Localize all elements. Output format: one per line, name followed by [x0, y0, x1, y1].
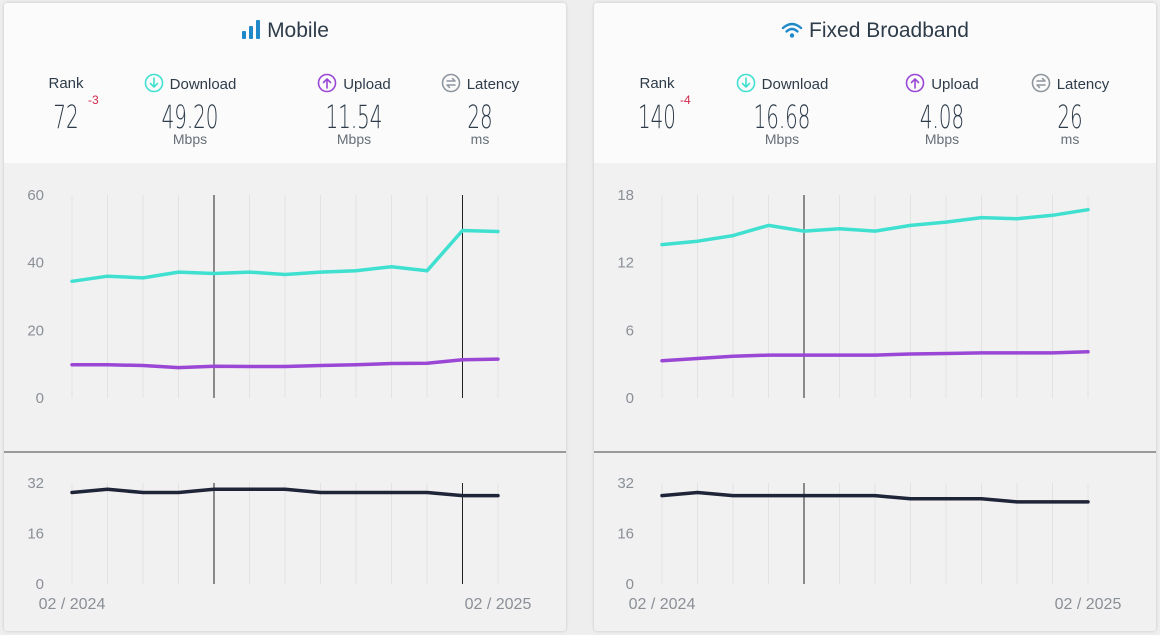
upload-value: 4.08	[919, 98, 965, 136]
latency-y-tick-label: 32	[27, 475, 44, 492]
wifi-icon	[781, 21, 803, 45]
rank-delta: -4	[680, 93, 691, 107]
mobile-title-text: Mobile	[267, 19, 329, 42]
speed-y-tick-label: 12	[617, 255, 634, 272]
x-tick-label: 02 / 2025	[465, 596, 532, 613]
x-tick-label: 02 / 2024	[39, 596, 106, 613]
latency-y-tick-label: 32	[617, 475, 634, 492]
speed-y-tick-label: 60	[27, 187, 44, 204]
latency-y-tick-label: 16	[617, 526, 634, 543]
speed-y-tick-label: 40	[27, 255, 44, 272]
latency-y-tick-label: 0	[626, 576, 634, 593]
speed-y-tick-label: 20	[27, 322, 44, 339]
upload-metric[interactable]: Upload 4.08 Mbps	[882, 73, 1002, 146]
mobile-chart[interactable]: 0 20 40 60 0 16 32 02 / 2024 02 / 2025	[4, 163, 566, 631]
upload-value: 11.54	[325, 98, 383, 136]
latency-line	[660, 490, 1090, 504]
speed-y-tick-label: 0	[626, 390, 634, 407]
mobile-panel: Mobile Rank 72 -3 Download 49.20 Mbps	[4, 3, 566, 631]
upload-unit: Mbps	[924, 131, 960, 147]
upload-arrow-icon	[317, 73, 337, 100]
rank-metric: Rank 72	[6, 73, 126, 135]
fixed-broadband-chart[interactable]: 0 6 12 18 0 16 32 02 / 2024 02 / 2025	[594, 163, 1156, 631]
mobile-title: Mobile	[4, 19, 566, 45]
download-label: Download	[169, 76, 237, 93]
latency-unit: ms	[1060, 131, 1080, 147]
speed-y-tick-label: 18	[617, 187, 634, 204]
latency-icon	[1031, 73, 1051, 100]
download-metric[interactable]: Download 16.68 Mbps	[722, 73, 842, 146]
latency-icon	[441, 73, 461, 100]
download-line	[70, 228, 500, 284]
fixed-summary: Fixed Broadband Rank 140 -4 Download 16.…	[594, 3, 1156, 163]
x-tick-label: 02 / 2025	[1055, 596, 1122, 613]
signal-bars-icon	[241, 19, 261, 45]
download-unit: Mbps	[764, 131, 800, 147]
upload-unit: Mbps	[336, 131, 372, 147]
download-value: 49.20	[161, 98, 219, 136]
latency-y-tick-label: 0	[36, 576, 44, 593]
rank-label: Rank	[639, 75, 675, 92]
speed-y-tick-label: 6	[626, 322, 634, 339]
latency-unit: ms	[470, 131, 490, 147]
download-arrow-icon	[736, 73, 756, 100]
upload-line	[70, 357, 500, 370]
upload-label: Upload	[931, 76, 979, 93]
latency-y-tick-label: 16	[27, 526, 44, 543]
mobile-summary: Mobile Rank 72 -3 Download 49.20 Mbps	[4, 3, 566, 163]
upload-label: Upload	[343, 76, 391, 93]
latency-metric[interactable]: Latency 26 ms	[1010, 73, 1130, 146]
rank-value: 72	[53, 98, 79, 136]
latency-label: Latency	[1056, 76, 1110, 93]
fixed-broadband-panel: Fixed Broadband Rank 140 -4 Download 16.…	[594, 3, 1156, 631]
upload-line	[660, 350, 1090, 363]
fixed-title: Fixed Broadband	[594, 19, 1156, 45]
download-line	[660, 207, 1090, 247]
speed-y-tick-label: 0	[36, 390, 44, 407]
upload-arrow-icon	[905, 73, 925, 100]
x-tick-label: 02 / 2024	[629, 596, 696, 613]
latency-label: Latency	[466, 76, 520, 93]
fixed-title-text: Fixed Broadband	[809, 19, 969, 42]
download-label: Download	[761, 76, 829, 93]
latency-line	[70, 487, 500, 498]
rank-delta: -3	[88, 93, 99, 107]
latency-value: 28	[467, 98, 493, 136]
upload-metric[interactable]: Upload 11.54 Mbps	[294, 73, 414, 146]
latency-metric[interactable]: Latency 28 ms	[420, 73, 540, 146]
rank-metric: Rank 140	[597, 73, 717, 135]
download-metric[interactable]: Download 49.20 Mbps	[130, 73, 250, 146]
latency-value: 26	[1057, 98, 1083, 136]
rank-value: 140	[638, 98, 676, 136]
download-value: 16.68	[753, 98, 811, 136]
rank-label: Rank	[48, 75, 84, 92]
download-unit: Mbps	[172, 131, 208, 147]
download-arrow-icon	[144, 73, 164, 100]
